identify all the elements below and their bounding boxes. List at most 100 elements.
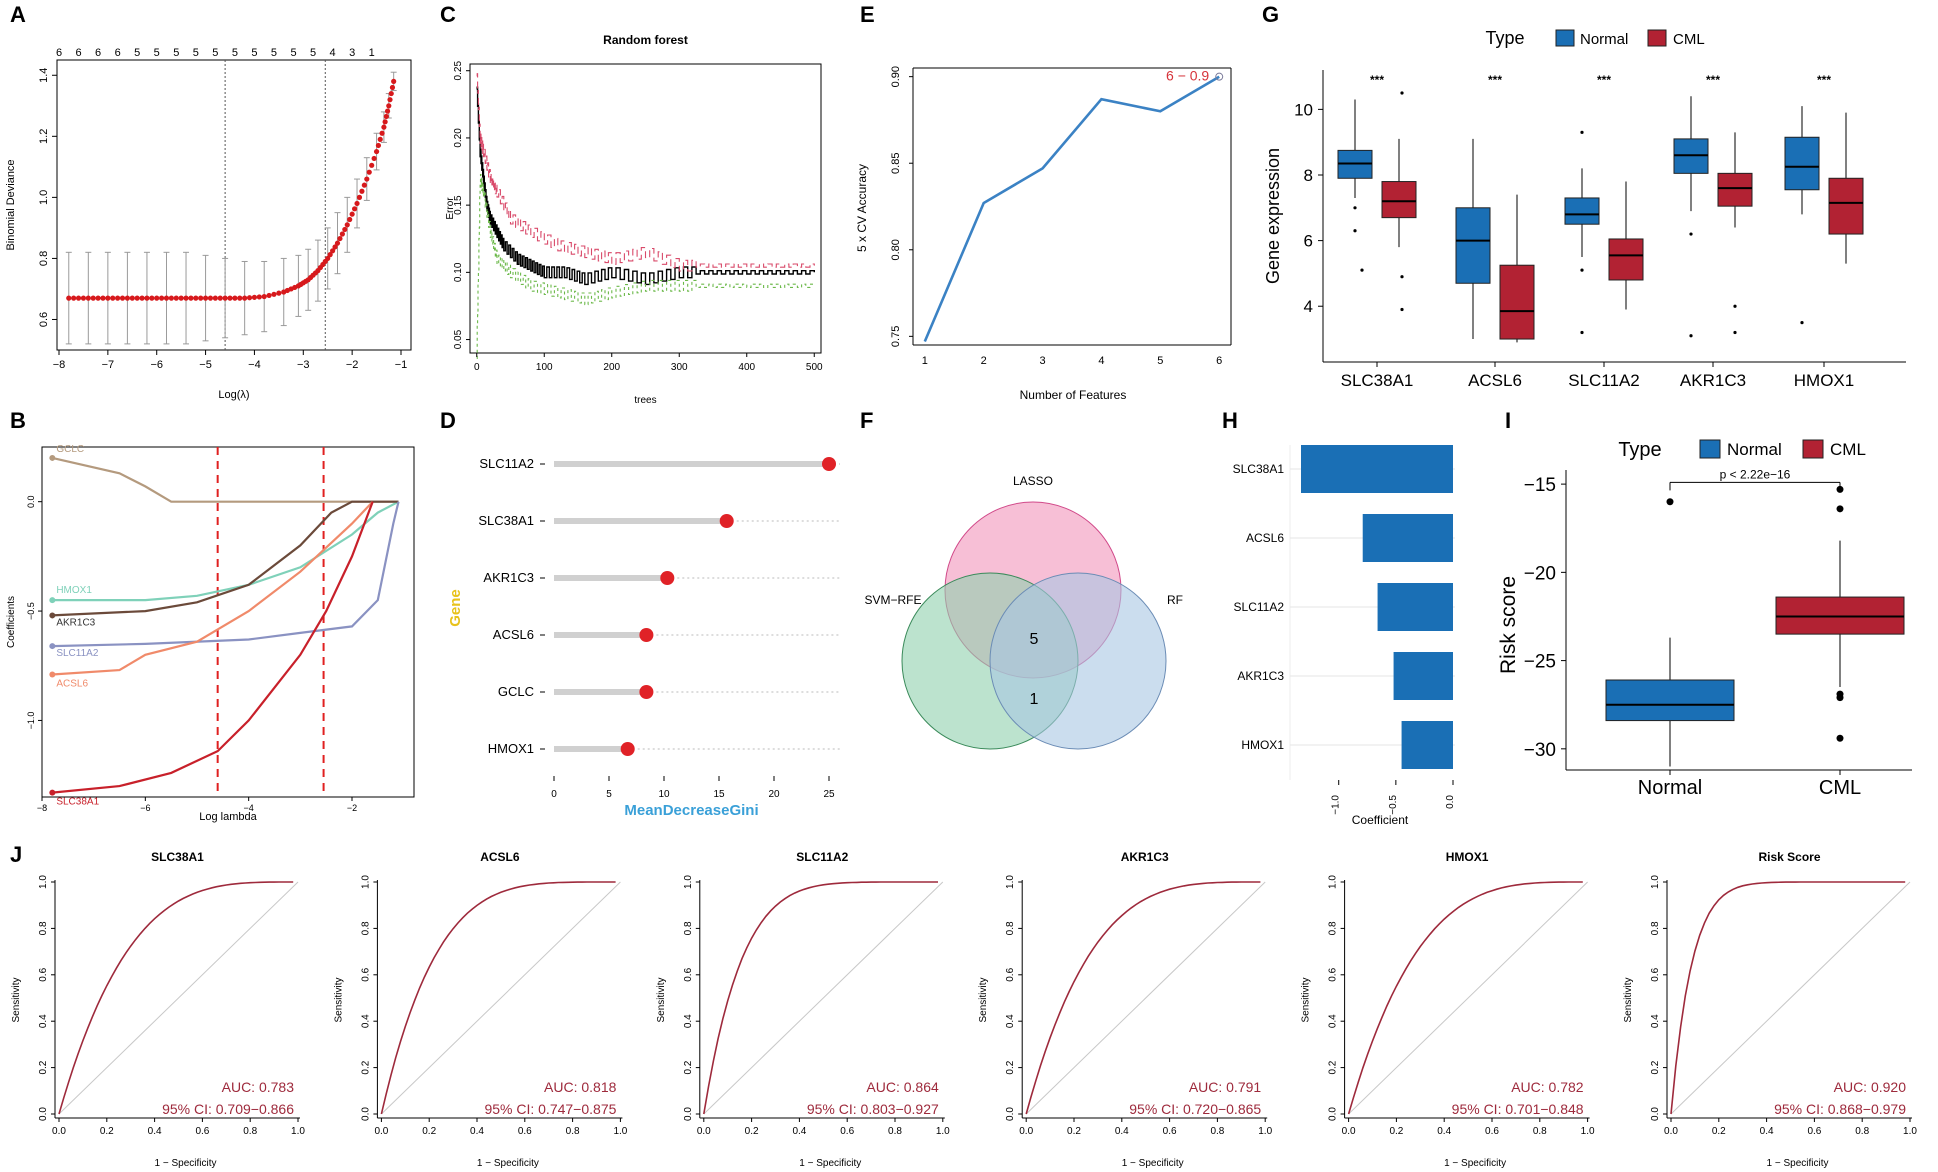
y-tick-label: 0.6 <box>1328 967 1339 981</box>
deviance-point <box>90 295 96 301</box>
y-tick-label: −15 <box>1524 475 1556 496</box>
venn-circle-rf <box>989 572 1167 750</box>
risk-box-normal <box>1605 679 1735 722</box>
max-accuracy-point <box>1215 72 1224 81</box>
x-tick-label: 0.2 <box>100 1126 114 1137</box>
outlier-point <box>1836 505 1844 513</box>
y-tick-label: 0.10 <box>453 262 464 282</box>
x-tick-label: 0.2 <box>1389 1126 1403 1137</box>
y-tick-label: 4 <box>1304 297 1313 316</box>
x-tick-label: 0.4 <box>470 1126 484 1137</box>
y-tick-label: −0.5 <box>26 602 36 620</box>
x-tick-label: SLC11A2 <box>1568 371 1640 390</box>
gene-label-slc11a2: SLC11A2 <box>56 648 99 659</box>
roc-diagonal <box>1025 881 1266 1115</box>
significance-marker: *** <box>1488 73 1502 87</box>
auc-label: AUC: 0.791 <box>1189 1079 1262 1095</box>
deviance-point <box>261 293 267 300</box>
deviance-point <box>359 188 365 194</box>
venn-diagram <box>901 501 1167 750</box>
deviance-point <box>379 130 385 136</box>
deviance-point <box>327 252 333 258</box>
y-axis-label: Sensitivity <box>656 977 667 1022</box>
y-tick-label: 0.75 <box>890 326 902 347</box>
top-count-label: 5 <box>232 47 238 59</box>
deviance-point <box>361 182 367 188</box>
expression-box-cml <box>1381 181 1417 219</box>
deviance-point <box>391 78 397 84</box>
x-tick-label: 0.6 <box>195 1126 209 1137</box>
y-tick-label: 0.4 <box>1650 1014 1661 1028</box>
roc-diagonal <box>703 881 944 1115</box>
y-tick-label: 1.0 <box>1005 875 1016 889</box>
roc-title: SLC11A2 <box>796 850 848 864</box>
x-axis-label: 1 − Specificity <box>1122 1158 1184 1169</box>
ci-label: 95% CI: 0.720−0.865 <box>1129 1101 1261 1117</box>
rf-error-line-cml <box>476 73 815 272</box>
y-tick-label: 0.90 <box>890 66 902 87</box>
y-tick-label: 0.0 <box>360 1107 371 1121</box>
outlier-point <box>1689 334 1693 338</box>
y-axis-label: 5 x CV Accuracy <box>855 164 869 252</box>
coefficient-bar <box>1362 514 1453 562</box>
x-tick-label: 0.2 <box>745 1126 759 1137</box>
coef-path-start-dot <box>49 597 56 604</box>
deviance-point <box>207 295 214 301</box>
x-tick-label: 5 <box>1157 355 1163 367</box>
gini-lollipop-dot <box>822 457 836 471</box>
rf-error-line-normal <box>476 174 815 359</box>
y-tick-label: 0.0 <box>26 495 36 508</box>
x-tick-label: −8 <box>53 359 66 371</box>
deviance-point <box>377 136 383 142</box>
deviance-point <box>364 176 370 182</box>
roc-curve <box>1347 881 1583 1115</box>
outlier-point <box>1360 268 1364 272</box>
legend-title: Type <box>1618 439 1661 461</box>
x-tick-label: 0.8 <box>1533 1126 1547 1137</box>
x-tick-label: 0.0 <box>697 1126 711 1137</box>
x-tick-label: 6 <box>1216 355 1222 367</box>
deviance-point <box>371 155 377 162</box>
x-tick-label: 0.4 <box>792 1126 806 1137</box>
x-tick-label: −1.0 <box>1331 795 1342 815</box>
y-tick-label: 1.2 <box>38 129 50 144</box>
deviance-point <box>251 294 258 300</box>
legend-label-normal: Normal <box>1580 31 1628 48</box>
coef-path-akr1c3 <box>52 500 399 617</box>
y-tick-label: 0.8 <box>38 251 50 266</box>
x-tick-label: −3 <box>297 359 310 371</box>
deviance-point <box>381 124 387 130</box>
x-tick-label: 200 <box>603 362 620 373</box>
top-count-label: 6 <box>75 47 81 59</box>
y-axis-label: Gene expression <box>1263 148 1283 284</box>
y-axis-label: Sensitivity <box>1301 977 1312 1022</box>
x-tick-label: 0 <box>474 362 480 373</box>
roc-diagonal <box>1348 881 1588 1115</box>
y-tick-label: 0.2 <box>38 1060 49 1074</box>
x-tick-label: 300 <box>671 362 688 373</box>
y-tick-label: 0.8 <box>1005 921 1016 935</box>
gene-label: ACSL6 <box>493 627 534 642</box>
x-tick-label: 0.2 <box>1712 1126 1726 1137</box>
gene-label: SLC38A1 <box>478 513 534 528</box>
deviance-point <box>347 216 353 223</box>
y-tick-label: 0.6 <box>1650 967 1661 981</box>
y-axis-label: Risk score <box>1497 576 1520 674</box>
deviance-point <box>144 295 150 301</box>
deviance-point <box>375 142 382 149</box>
y-tick-label: 1.4 <box>38 68 50 83</box>
y-tick-label: 0.05 <box>453 329 464 349</box>
deviance-point <box>119 295 126 301</box>
outlier-point <box>1353 206 1357 210</box>
gene-label-gclc: GCLC <box>56 444 84 455</box>
y-tick-label: 0.4 <box>683 1014 694 1028</box>
x-axis-label: trees <box>634 395 656 406</box>
top-count-label: 5 <box>310 47 316 59</box>
panel-label-i: I <box>1505 408 1511 433</box>
significance-marker: *** <box>1706 73 1720 87</box>
roc-diagonal <box>1670 881 1911 1115</box>
deviance-point <box>271 291 277 297</box>
y-tick-label: 0.6 <box>38 312 50 327</box>
top-count-label: 5 <box>212 47 218 59</box>
y-tick-label: 1.0 <box>683 875 694 889</box>
